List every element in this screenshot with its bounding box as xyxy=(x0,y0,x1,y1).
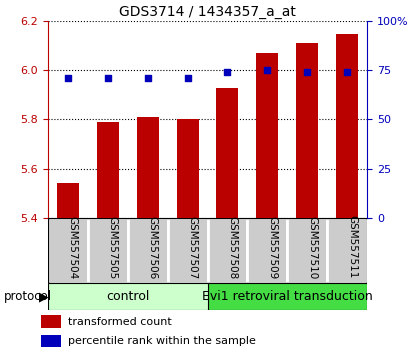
Title: GDS3714 / 1434357_a_at: GDS3714 / 1434357_a_at xyxy=(119,5,296,19)
Point xyxy=(64,75,71,81)
Bar xyxy=(97,122,119,218)
Point xyxy=(224,69,231,75)
Point xyxy=(104,75,111,81)
Text: transformed count: transformed count xyxy=(68,316,172,327)
Bar xyxy=(287,218,327,283)
Text: GSM557505: GSM557505 xyxy=(107,216,117,279)
Bar xyxy=(336,34,358,218)
Bar xyxy=(137,117,159,218)
Bar xyxy=(296,43,318,218)
Point xyxy=(344,69,351,75)
Text: percentile rank within the sample: percentile rank within the sample xyxy=(68,336,256,346)
Text: GSM557508: GSM557508 xyxy=(227,216,237,279)
Point xyxy=(304,69,311,75)
Text: GSM557506: GSM557506 xyxy=(148,216,158,279)
Text: control: control xyxy=(106,290,149,303)
Text: Evi1 retroviral transduction: Evi1 retroviral transduction xyxy=(202,290,373,303)
Text: GSM557509: GSM557509 xyxy=(267,216,277,279)
Point xyxy=(264,68,271,73)
Text: protocol: protocol xyxy=(4,290,52,303)
Bar xyxy=(217,87,239,218)
Bar xyxy=(256,53,278,218)
Bar xyxy=(41,335,61,347)
Bar xyxy=(327,218,367,283)
Bar xyxy=(48,283,208,310)
Bar xyxy=(247,218,287,283)
Bar xyxy=(168,218,208,283)
Bar xyxy=(128,218,168,283)
Bar xyxy=(41,315,61,328)
Point xyxy=(184,75,191,81)
Text: GSM557510: GSM557510 xyxy=(308,216,317,279)
Bar xyxy=(208,218,247,283)
Text: ▶: ▶ xyxy=(39,290,48,303)
Text: GSM557511: GSM557511 xyxy=(347,216,357,279)
Text: GSM557504: GSM557504 xyxy=(68,216,78,279)
Bar xyxy=(57,183,79,218)
Bar xyxy=(176,120,198,218)
Bar xyxy=(48,218,88,283)
Bar xyxy=(88,218,128,283)
Bar xyxy=(208,283,367,310)
Point xyxy=(144,75,151,81)
Text: GSM557507: GSM557507 xyxy=(188,216,198,279)
